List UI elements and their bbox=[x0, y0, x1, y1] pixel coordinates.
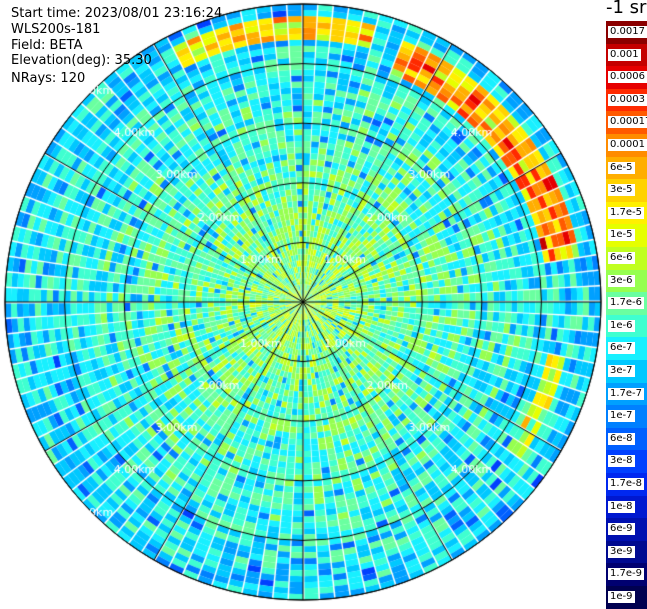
colorbar-tick-label: 3e-8 bbox=[608, 455, 635, 468]
colorbar-tick-label: 1.7e-6 bbox=[608, 297, 645, 310]
colorbar-tick-label: 0.0003 bbox=[608, 93, 647, 106]
colorbar-tick-label: 6e-6 bbox=[608, 252, 635, 264]
colorbar-tick-label: 1.7e-8 bbox=[608, 478, 645, 490]
colorbar-tick-label: 6e-7 bbox=[608, 342, 635, 355]
colorbar-tick-label: 3e-7 bbox=[608, 365, 635, 377]
colorbar-tick-label: 6e-9 bbox=[608, 523, 635, 536]
colorbar-tick-label: 3e-9 bbox=[608, 545, 635, 558]
colorbar-tick-label: 1.7e-5 bbox=[608, 206, 645, 219]
colorbar-tick-label: 1e-9 bbox=[608, 591, 635, 603]
colorbar-tick-label: 3e-5 bbox=[608, 184, 635, 197]
colorbar-unit: -1 sr bbox=[606, 0, 647, 18]
colorbar-tick-label: 0.00017 bbox=[608, 116, 647, 129]
field-label: Field: BETA bbox=[11, 38, 83, 53]
colorbar-tick-label: 0.001 bbox=[608, 48, 641, 61]
elevation-label: Elevation(deg): 35.30 bbox=[11, 53, 152, 68]
colorbar-tick-label: 1e-6 bbox=[608, 319, 635, 332]
colorbar-tick-label: 1e-7 bbox=[608, 410, 635, 423]
start-time-label: Start time: 2023/08/01 23:16:24 bbox=[11, 6, 223, 21]
colorbar-tick-label: 6e-5 bbox=[608, 161, 635, 174]
colorbar-tick-label: 3e-6 bbox=[608, 274, 635, 287]
colorbar-tick-label: 1.7e-9 bbox=[608, 568, 645, 581]
colorbar-tick-label: 1e-5 bbox=[608, 229, 635, 242]
colorbar-tick-label: 6e-8 bbox=[608, 432, 635, 445]
nrays-label: NRays: 120 bbox=[11, 71, 86, 86]
device-label: WLS200s-181 bbox=[11, 22, 101, 37]
colorbar-tick-label: 1.7e-7 bbox=[608, 387, 645, 400]
colorbar-tick-label: 0.0001 bbox=[608, 139, 647, 151]
colorbar-tick-label: 0.0006 bbox=[608, 71, 647, 84]
colorbar-tick-label: 1e-8 bbox=[608, 500, 635, 513]
colorbar-tick-label: 0.0017 bbox=[608, 26, 647, 38]
colorbar: 0.0017 0.001 0.0006 0.0003 0.00017 0.0001 6e-5… bbox=[606, 21, 647, 609]
